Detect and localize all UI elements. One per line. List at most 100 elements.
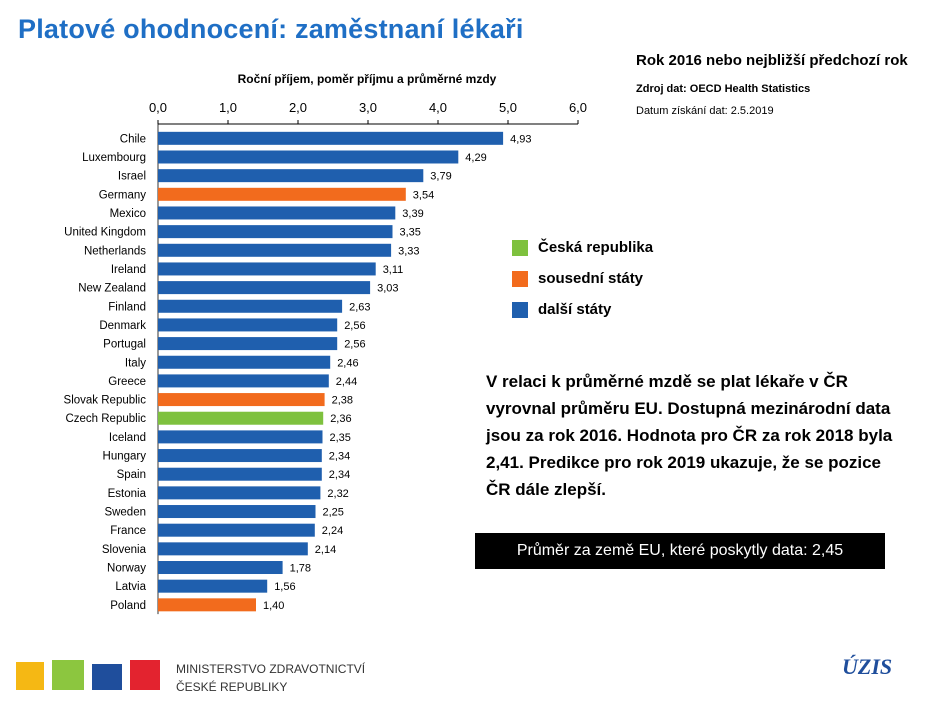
category-label: Poland [110,600,146,612]
category-label: Estonia [108,488,147,500]
bar [158,393,325,407]
value-label: 3,39 [402,208,423,220]
bar [158,169,424,183]
data-date: Datum získání dat: 2.5.2019 [636,105,774,117]
note-line: vyrovnal průměru EU. Dostupná mezinárodn… [486,399,891,418]
legend-item-neighbor-states: sousední státy [512,263,653,294]
legend-swatch [512,270,528,287]
category-label: Slovak Republic [64,395,147,407]
value-label: 2,35 [330,432,351,444]
bar [158,561,283,575]
uzis-logo: ÚZIS [842,654,893,679]
x-tick-label: 6,0 [569,100,587,115]
value-label: 2,32 [327,488,348,500]
category-label: Greece [108,376,146,388]
bar [158,150,459,164]
value-label: 4,93 [510,133,531,145]
page-title: Platové ohodnocení: zaměstnaní lékaři [18,14,524,44]
legend: Česká republika sousední státy další stá… [512,232,653,325]
x-tick-label: 3,0 [359,100,377,115]
x-axis-title: Roční příjem, poměr příjmu a průměrné mz… [238,72,497,86]
ministry-line: ČESKÉ REPUBLIKY [176,680,288,694]
value-label: 2,56 [344,339,365,351]
period-subtitle: Rok 2016 nebo nejbližší předchozí rok [636,52,908,69]
category-label: United Kingdom [64,227,146,239]
logo-block-green [52,660,84,690]
category-label: Chile [120,133,146,145]
category-label: Netherlands [84,245,146,257]
x-tick-label: 5,0 [499,100,517,115]
value-label: 2,63 [349,301,370,313]
legend-label: Česká republika [538,239,654,256]
value-label: 2,14 [315,544,336,556]
value-label: 1,78 [290,563,311,575]
bar [158,355,331,369]
value-label: 2,24 [322,525,343,537]
bar [158,299,343,313]
bar [158,206,396,220]
value-label: 2,34 [329,451,350,463]
note-line: 2,41. Predikce pro rok 2019 ukazuje, že … [486,453,881,472]
category-label: France [110,525,146,537]
note-line: ČR dále zlepší. [486,480,606,499]
category-label: New Zealand [78,283,146,295]
value-label: 3,03 [377,283,398,295]
category-label: Ireland [111,264,146,276]
bar [158,542,308,556]
value-label: 2,56 [344,320,365,332]
value-label: 2,38 [332,395,353,407]
bar [158,411,324,425]
category-label: Latvia [115,581,146,593]
logo-block-blue [92,664,122,690]
bar [158,225,393,239]
value-label: 2,25 [323,507,344,519]
value-label: 2,36 [330,413,351,425]
bar [158,598,256,612]
x-tick-label: 1,0 [219,100,237,115]
category-label: Mexico [110,208,146,220]
bar [158,131,504,145]
category-label: Iceland [109,432,146,444]
category-label: Germany [99,189,147,201]
legend-label: další státy [538,301,612,318]
eu-average-box: Průměr za země EU, které poskytly data: … [475,533,885,569]
chart-info: Rok 2016 nebo nejbližší předchozí rok Zd… [636,52,936,117]
ministry-name: MINISTERSTVO ZDRAVOTNICTVÍ ČESKÉ REPUBLI… [176,660,365,696]
note-line: V relaci k průměrné mzdě se plat lékaře … [486,372,848,391]
value-label: 3,54 [413,189,434,201]
bar [158,318,338,332]
value-label: 3,11 [383,264,404,276]
category-label: Denmark [99,320,146,332]
category-label: Spain [117,469,146,481]
x-tick-label: 2,0 [289,100,307,115]
category-label: Finland [108,301,146,313]
bar [158,430,323,444]
category-label: Sweden [104,507,146,519]
legend-item-other-states: další státy [512,294,653,325]
category-label: Czech Republic [65,413,146,425]
value-label: 3,33 [398,245,419,257]
bar [158,281,371,295]
bar [158,579,268,593]
category-label: Norway [107,563,146,575]
legend-swatch [512,239,528,256]
value-label: 2,46 [337,357,358,369]
category-label: Italy [125,357,146,369]
bar [158,262,376,276]
bar [158,505,316,519]
bar [158,486,321,500]
value-label: 2,34 [329,469,350,481]
value-label: 2,44 [336,376,357,388]
bar [158,337,338,351]
bar [158,243,392,257]
category-label: Hungary [103,451,147,463]
value-label: 4,29 [465,152,486,164]
logo-block-red [130,660,160,690]
note-line: jsou za rok 2016. Hodnota pro ČR za rok … [486,426,893,445]
data-source: Zdroj dat: OECD Health Statistics [636,83,811,95]
value-label: 3,35 [400,227,421,239]
value-label: 1,40 [263,600,284,612]
bar [158,187,406,201]
value-label: 1,56 [274,581,295,593]
